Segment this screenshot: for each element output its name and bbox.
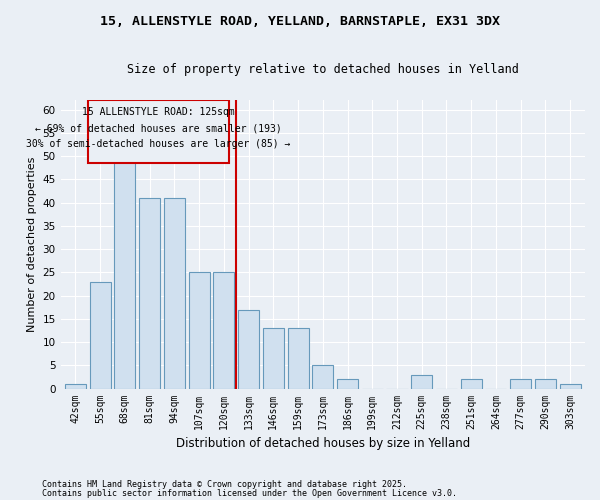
Bar: [115, 124, 136, 388]
Text: 30% of semi-detached houses are larger (85) →: 30% of semi-detached houses are larger (…: [26, 140, 290, 149]
Bar: [287, 328, 308, 388]
Title: Size of property relative to detached houses in Yelland: Size of property relative to detached ho…: [127, 62, 519, 76]
Bar: [461, 380, 482, 388]
Text: Contains public sector information licensed under the Open Government Licence v3: Contains public sector information licen…: [42, 488, 457, 498]
Text: 15, ALLENSTYLE ROAD, YELLAND, BARNSTAPLE, EX31 3DX: 15, ALLENSTYLE ROAD, YELLAND, BARNSTAPLE…: [100, 15, 500, 28]
Text: Contains HM Land Registry data © Crown copyright and database right 2025.: Contains HM Land Registry data © Crown c…: [42, 480, 407, 489]
Bar: [560, 384, 581, 388]
Bar: [188, 272, 209, 388]
Bar: [312, 366, 333, 388]
Y-axis label: Number of detached properties: Number of detached properties: [27, 156, 37, 332]
Text: ← 69% of detached houses are smaller (193): ← 69% of detached houses are smaller (19…: [35, 123, 281, 133]
Bar: [164, 198, 185, 388]
Bar: [535, 380, 556, 388]
X-axis label: Distribution of detached houses by size in Yelland: Distribution of detached houses by size …: [176, 437, 470, 450]
Text: 15 ALLENSTYLE ROAD: 125sqm: 15 ALLENSTYLE ROAD: 125sqm: [82, 107, 235, 117]
FancyBboxPatch shape: [88, 100, 229, 163]
Bar: [139, 198, 160, 388]
Bar: [411, 374, 432, 388]
Bar: [263, 328, 284, 388]
Bar: [65, 384, 86, 388]
Bar: [337, 380, 358, 388]
Bar: [510, 380, 531, 388]
Bar: [214, 272, 235, 388]
Bar: [89, 282, 110, 389]
Bar: [238, 310, 259, 388]
